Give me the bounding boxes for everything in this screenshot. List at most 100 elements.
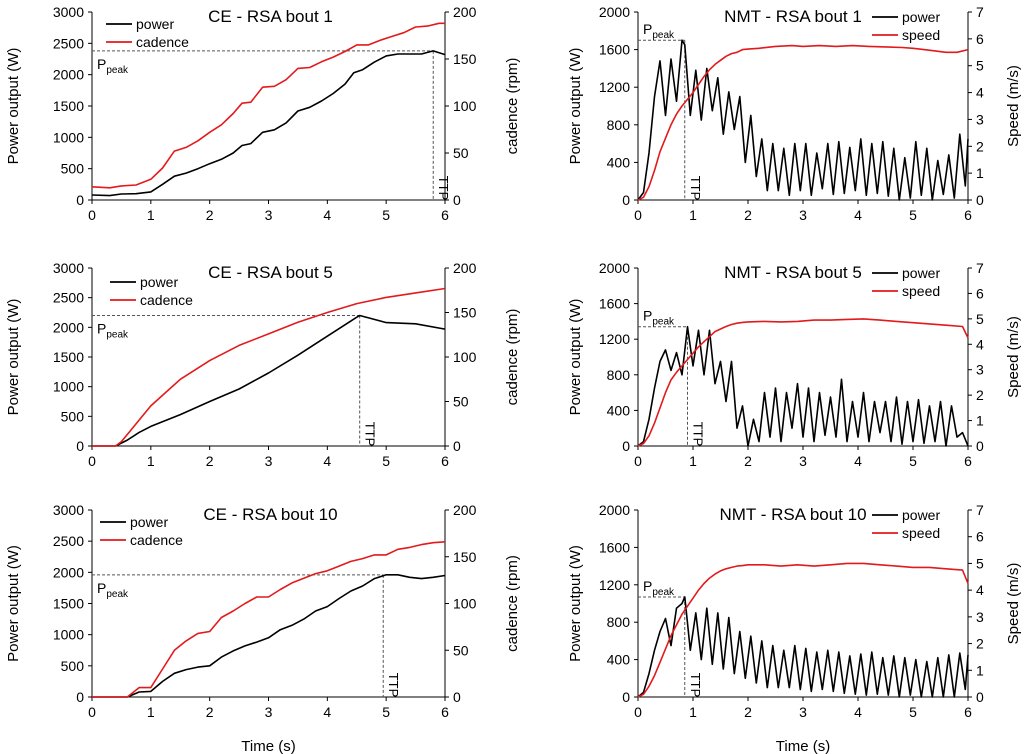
y-right-tick-label: 0 xyxy=(453,689,461,705)
legend-label-power: power xyxy=(902,9,940,25)
x-tick-label: 0 xyxy=(88,207,96,223)
peak-label: Ppeak xyxy=(97,320,129,340)
legend-label-power: power xyxy=(902,507,940,523)
y-right-tick-label: 150 xyxy=(453,51,477,67)
y-left-tick-label: 1600 xyxy=(599,539,630,555)
y-left-tick-label: 2000 xyxy=(53,564,84,580)
x-tick-label: 6 xyxy=(441,207,449,223)
y-left-axis-title: Power output (W) xyxy=(5,545,22,662)
x-tick-label: 4 xyxy=(323,704,331,720)
chart-ce10: 0 1 2 3 4 5 6050010001500200025003000050100150… xyxy=(5,502,521,754)
y-right-axis-title: Speed (m/s) xyxy=(1005,65,1022,147)
y-left-tick-label: 3000 xyxy=(53,502,84,518)
y-left-tick-label: 1200 xyxy=(599,577,630,593)
peak-label-sub: peak xyxy=(106,329,129,340)
ttp-label: TTP xyxy=(436,176,451,201)
y-left-tick-label: 1600 xyxy=(599,42,630,58)
chart-title: NMT - RSA bout 1 xyxy=(724,7,862,26)
peak-label-main: P xyxy=(97,56,106,72)
ttp-label: TTP xyxy=(363,422,378,447)
y-right-tick-label: 0 xyxy=(976,438,984,454)
y-left-tick-label: 2500 xyxy=(53,290,84,306)
x-tick-label: 6 xyxy=(964,704,972,720)
chart-title: NMT - RSA bout 5 xyxy=(724,263,862,282)
y-left-tick-label: 3000 xyxy=(53,260,84,276)
y-right-tick-label: 3 xyxy=(976,362,984,378)
y-right-tick-label: 100 xyxy=(453,349,477,365)
x-tick-label: 3 xyxy=(265,704,273,720)
x-tick-label: 3 xyxy=(799,207,807,223)
y-right-tick-label: 100 xyxy=(453,98,477,114)
y-right-axis-title: cadence (rpm) xyxy=(504,58,521,155)
legend-label-power: power xyxy=(902,265,940,281)
x-tick-label: 5 xyxy=(382,704,390,720)
y-left-tick-label: 0 xyxy=(76,438,84,454)
series-line-power xyxy=(637,596,969,698)
y-right-tick-label: 200 xyxy=(453,260,477,276)
chart-title: CE - RSA bout 1 xyxy=(208,7,333,26)
y-left-tick-label: 800 xyxy=(607,367,631,383)
y-left-axis-title: Power output (W) xyxy=(567,48,584,165)
y-left-tick-label: 400 xyxy=(607,402,631,418)
x-tick-label: 6 xyxy=(964,453,972,469)
y-left-tick-label: 500 xyxy=(61,161,85,177)
x-tick-label: 1 xyxy=(689,207,697,223)
y-left-tick-label: 800 xyxy=(607,117,631,133)
x-tick-label: 1 xyxy=(147,453,155,469)
y-left-axis-title: Power output (W) xyxy=(567,299,584,416)
y-left-tick-label: 1500 xyxy=(53,596,84,612)
y-right-tick-label: 200 xyxy=(453,502,477,518)
y-left-tick-label: 2000 xyxy=(599,4,630,20)
y-left-tick-label: 2000 xyxy=(599,260,630,276)
y-left-tick-label: 400 xyxy=(607,652,631,668)
x-tick-label: 2 xyxy=(206,453,214,469)
y-right-axis-title: Speed (m/s) xyxy=(1005,316,1022,398)
peak-label: Ppeak xyxy=(643,21,675,41)
x-tick-label: 0 xyxy=(634,704,642,720)
y-right-tick-label: 5 xyxy=(976,311,984,327)
peak-label-main: P xyxy=(643,578,652,594)
x-tick-label: 4 xyxy=(323,453,331,469)
x-tick-label: 6 xyxy=(964,207,972,223)
peak-label: Ppeak xyxy=(97,580,129,600)
peak-label-sub: peak xyxy=(106,589,129,600)
legend-label-cadence: cadence xyxy=(140,292,193,308)
y-right-tick-label: 0 xyxy=(976,192,984,208)
y-right-tick-label: 100 xyxy=(453,596,477,612)
x-tick-label: 5 xyxy=(909,704,917,720)
y-left-tick-label: 800 xyxy=(607,614,631,630)
legend-label-cadence: cadence xyxy=(130,532,183,548)
x-tick-label: 3 xyxy=(799,453,807,469)
ttp-label: TTP xyxy=(691,422,706,447)
legend-label-speed: speed xyxy=(902,525,940,541)
peak-label: Ppeak xyxy=(643,578,675,598)
x-tick-label: 4 xyxy=(323,207,331,223)
y-right-tick-label: 1 xyxy=(976,165,984,181)
peak-label-sub: peak xyxy=(652,30,675,41)
ttp-label: TTP xyxy=(688,673,703,698)
legend-label-cadence: cadence xyxy=(136,34,189,50)
y-left-tick-label: 3000 xyxy=(53,4,84,20)
y-right-tick-label: 7 xyxy=(976,260,984,276)
series-line-speed xyxy=(637,44,969,201)
x-tick-label: 5 xyxy=(382,207,390,223)
y-right-tick-label: 1 xyxy=(976,662,984,678)
chart-title: CE - RSA bout 10 xyxy=(203,505,337,524)
peak-label-sub: peak xyxy=(652,587,675,598)
peak-label: Ppeak xyxy=(97,56,129,76)
y-left-tick-label: 400 xyxy=(607,154,631,170)
y-left-tick-label: 2000 xyxy=(53,319,84,335)
y-left-tick-label: 0 xyxy=(76,192,84,208)
legend-label-power: power xyxy=(140,274,178,290)
x-tick-label: 2 xyxy=(744,704,752,720)
series-line-speed xyxy=(637,562,969,698)
chart-title: NMT - RSA bout 10 xyxy=(719,505,866,524)
x-tick-label: 6 xyxy=(441,453,449,469)
y-right-tick-label: 0 xyxy=(453,438,461,454)
x-tick-label: 2 xyxy=(206,207,214,223)
y-right-tick-label: 50 xyxy=(453,145,469,161)
x-tick-label: 1 xyxy=(689,704,697,720)
y-right-axis-title: Speed (m/s) xyxy=(1005,563,1022,645)
x-tick-label: 1 xyxy=(147,704,155,720)
